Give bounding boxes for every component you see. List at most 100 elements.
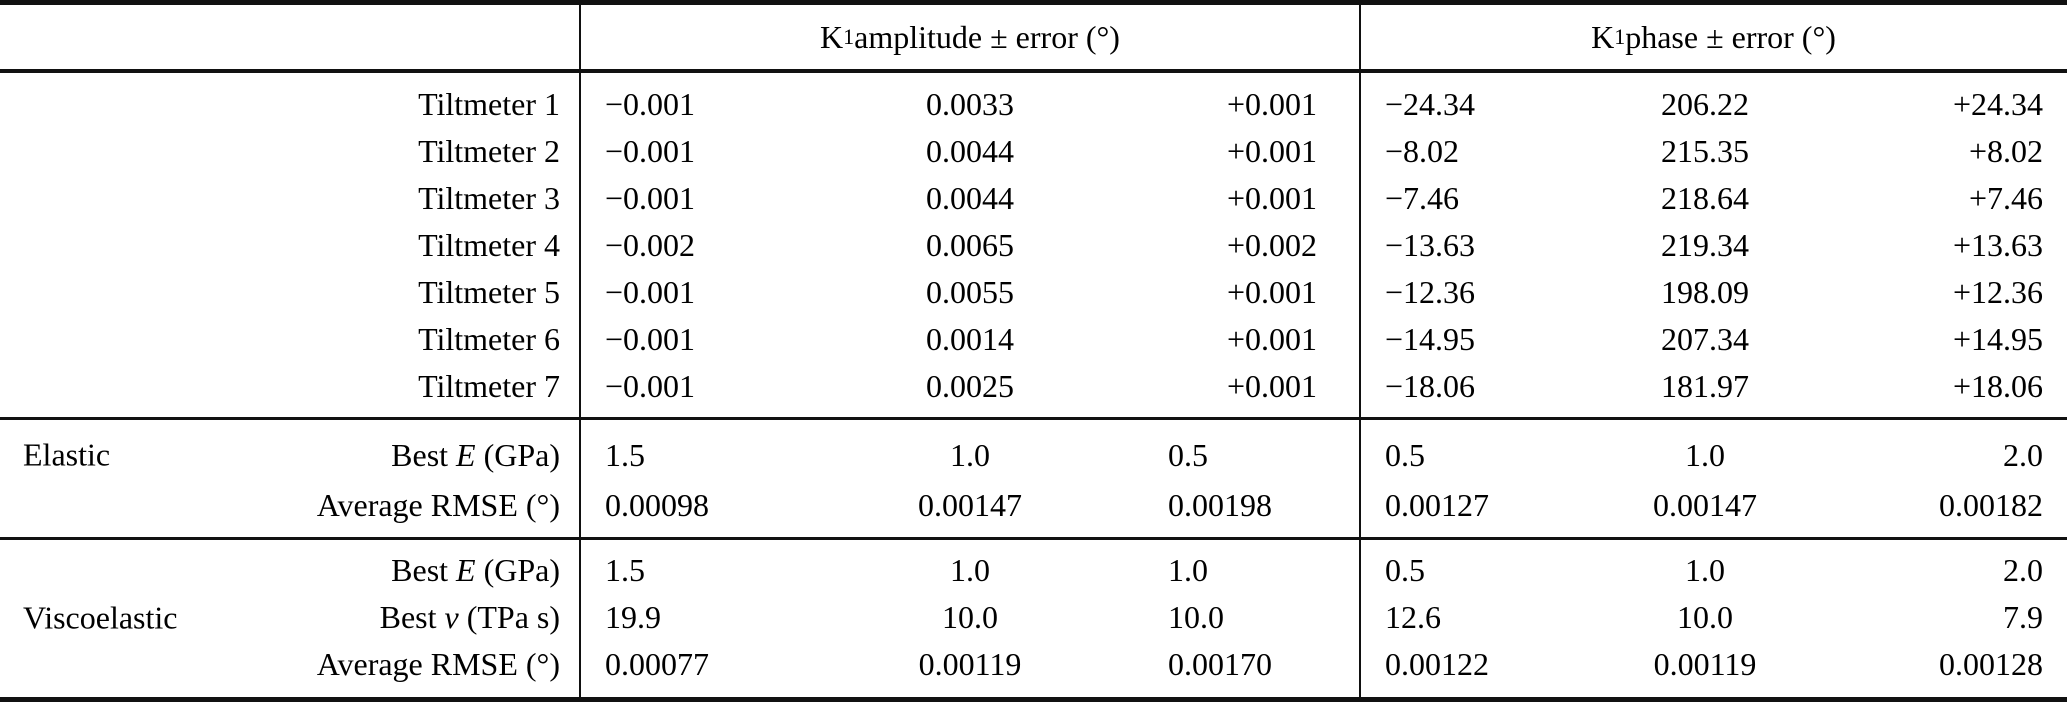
table-row-elastic-best-e: Elastic Best E (GPa) 1.5 1.0 0.5 0.5 1.0… [0,430,2067,480]
header-text: phase ± error (°) [1625,18,1836,55]
amp-plus-error: +0.001 [1226,133,1317,169]
amp-col2: 1.0 [950,552,990,588]
phase-col1: 0.5 [1385,436,1425,473]
amp-minus-error: −0.002 [605,227,696,263]
row-label: Tiltmeter 2 [418,133,560,169]
amp-col1: 1.5 [605,436,645,473]
phase-col2: 0.00147 [1653,486,1757,523]
amp-value: 0.0065 [926,227,1014,263]
phase-plus-error: +8.02 [1968,133,2043,169]
table-row-tiltmeter-1: Tiltmeter 1 −0.001 0.0033 +0.001 −24.34 … [0,81,2067,128]
amp-minus-error: −0.001 [605,321,696,357]
phase-col2: 10.0 [1677,599,1733,635]
row-label-cell: Viscoelastic Best ν (TPa s) [0,599,580,636]
amp-col2: 10.0 [942,599,998,635]
row-label: Tiltmeter 6 [418,321,560,357]
phase-col1: 0.00122 [1385,646,1489,682]
amp-minus-error: −0.001 [605,86,696,122]
table-row-tiltmeter-2: Tiltmeter 2 −0.001 0.0044 +0.001 −8.02 2… [0,128,2067,175]
phase-minus-error: −8.02 [1385,133,1460,169]
table-row-visco-rmse: Average RMSE (°) 0.00077 0.00119 0.00170… [0,641,2067,688]
amp-minus-error: −0.001 [605,180,696,216]
phase-value: 181.97 [1661,368,1749,404]
amp-col3: 0.00198 [1168,486,1272,523]
vertical-divider [1359,420,1361,537]
row-label: Tiltmeter 4 [418,227,560,263]
phase-col1: 0.00127 [1385,486,1489,523]
vertical-divider [1359,540,1361,697]
amp-col2: 1.0 [950,436,990,473]
table-row-visco-best-e: Best E (GPa) 1.5 1.0 1.0 0.5 1.0 2.0 [0,547,2067,594]
amp-plus-error: +0.001 [1226,180,1317,216]
amp-col1: 1.5 [605,552,645,588]
row-label-math: E [456,436,476,473]
row-label-text: (GPa) [475,436,560,473]
row-label-text: Best [391,552,457,588]
phase-minus-error: −7.46 [1385,180,1460,216]
bottom-rule [0,697,2067,702]
row-label-cell: Best E (GPa) [0,552,580,589]
row-label-cell: Average RMSE (°) [0,487,580,524]
phase-col3: 0.00128 [1939,646,2043,682]
row-label: Average RMSE (°) [317,487,560,523]
phase-col1: 12.6 [1385,599,1441,635]
phase-col3: 2.0 [2003,436,2043,473]
amp-minus-error: −0.001 [605,133,696,169]
phase-col2: 1.0 [1685,552,1725,588]
section-rule [0,537,2067,540]
table-row-elastic-rmse: Average RMSE (°) 0.00098 0.00147 0.00198… [0,480,2067,530]
row-label-cell: Average RMSE (°) [0,646,580,683]
phase-col3: 2.0 [2003,552,2043,588]
phase-col2: 0.00119 [1653,646,1757,682]
header-text: amplitude ± error (°) [854,18,1120,55]
row-label: Best E (GPa) [391,437,560,473]
phase-col3: 0.00182 [1939,486,2043,523]
phase-plus-error: +14.95 [1952,321,2043,357]
viscoelastic-section: Best E (GPa) 1.5 1.0 1.0 0.5 1.0 2.0 Vis… [0,540,2067,697]
row-label-text: Average RMSE (°) [316,646,560,682]
row-label: Average RMSE (°) [317,646,560,682]
table-row-tiltmeter-6: Tiltmeter 6 −0.001 0.0014 +0.001 −14.95 … [0,316,2067,363]
row-label-text: Best [379,599,445,635]
phase-col2: 1.0 [1685,436,1725,473]
table-row-tiltmeter-4: Tiltmeter 4 −0.002 0.0065 +0.002 −13.63 … [0,222,2067,269]
amp-minus-error: −0.001 [605,368,696,404]
header-spacer [0,5,580,69]
amp-value: 0.0044 [926,133,1014,169]
phase-minus-error: −13.63 [1385,227,1476,263]
section-rule [0,417,2067,420]
phase-value: 206.22 [1661,86,1749,122]
amp-col1: 0.00077 [605,646,709,682]
amp-col3: 1.0 [1168,552,1208,588]
amp-col3: 10.0 [1168,599,1224,635]
row-label: Best E (GPa) [391,552,560,588]
phase-plus-error: +12.36 [1952,274,2043,310]
amp-col2: 0.00119 [918,646,1022,682]
phase-plus-error: +24.34 [1952,86,2043,122]
amp-plus-error: +0.001 [1226,368,1317,404]
row-label: Tiltmeter 1 [418,86,560,122]
amp-plus-error: +0.001 [1226,274,1317,310]
phase-value: 198.09 [1661,274,1749,310]
amp-plus-error: +0.001 [1226,86,1317,122]
table-row-tiltmeter-3: Tiltmeter 3 −0.001 0.0044 +0.001 −7.46 2… [0,175,2067,222]
vertical-divider [579,420,581,537]
elastic-section: Elastic Best E (GPa) 1.5 1.0 0.5 0.5 1.0… [0,420,2067,537]
amp-value: 0.0025 [926,368,1014,404]
phase-minus-error: −18.06 [1385,368,1476,404]
row-label-math: E [456,552,476,588]
row-label: Best ν (TPa s) [380,599,560,635]
table-row-tiltmeter-5: Tiltmeter 5 −0.001 0.0055 +0.001 −12.36 … [0,269,2067,316]
phase-col1: 0.5 [1385,552,1425,588]
row-label-text: Best [391,436,457,473]
table-row-visco-best-nu: Viscoelastic Best ν (TPa s) 19.9 10.0 10… [0,594,2067,641]
row-label: Tiltmeter 5 [418,274,560,310]
row-label: Tiltmeter 3 [418,180,560,216]
amp-plus-error: +0.002 [1226,227,1317,263]
phase-plus-error: +13.63 [1952,227,2043,263]
phase-plus-error: +7.46 [1968,180,2043,216]
vertical-divider [1359,5,1361,69]
phase-plus-error: +18.06 [1952,368,2043,404]
